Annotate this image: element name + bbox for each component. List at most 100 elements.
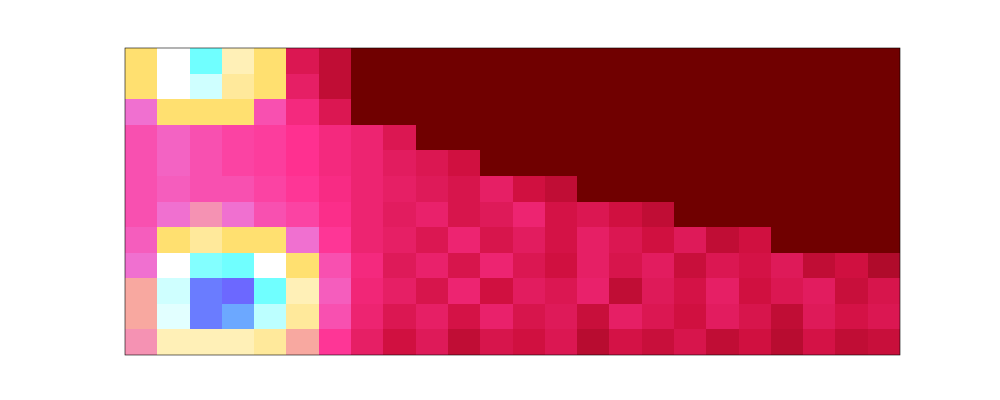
heat-cell: [835, 202, 868, 228]
heat-cell: [803, 253, 836, 279]
heat-cell: [513, 227, 546, 253]
chart: [0, 0, 1000, 400]
heat-cell: [577, 74, 610, 100]
heat-cell: [706, 253, 739, 279]
heat-cell: [157, 176, 190, 202]
heat-cell: [125, 278, 158, 304]
heat-cell: [125, 125, 158, 151]
heat-cell: [125, 227, 158, 253]
heat-cell: [125, 253, 158, 279]
cells: [125, 48, 900, 355]
heat-cell: [286, 99, 319, 125]
heat-cell: [674, 48, 707, 74]
heat-cell: [674, 150, 707, 176]
heat-cell: [383, 227, 416, 253]
heat-cell: [609, 125, 642, 151]
heat-cell: [448, 150, 481, 176]
heat-cell: [254, 150, 287, 176]
heat-cell: [254, 99, 287, 125]
heat-cell: [222, 176, 255, 202]
heat-cell: [448, 278, 481, 304]
heat-cell: [286, 253, 319, 279]
heat-cell: [868, 329, 900, 355]
heat-cell: [706, 304, 739, 330]
heat-cell: [286, 125, 319, 151]
heat-cell: [157, 329, 190, 355]
heat-cell: [480, 227, 513, 253]
heat-cell: [868, 48, 900, 74]
heat-cell: [835, 48, 868, 74]
heat-cell: [416, 202, 449, 228]
heat-cell: [803, 99, 836, 125]
heat-cell: [157, 253, 190, 279]
heat-cell: [642, 253, 675, 279]
heat-cell: [416, 304, 449, 330]
heat-cell: [674, 278, 707, 304]
heat-cell: [319, 329, 352, 355]
heat-cell: [254, 202, 287, 228]
heat-cell: [351, 48, 384, 74]
heat-cell: [803, 176, 836, 202]
heat-cell: [222, 48, 255, 74]
heat-cell: [706, 278, 739, 304]
heat-cell: [835, 278, 868, 304]
heat-cell: [545, 253, 578, 279]
heat-cell: [351, 227, 384, 253]
heat-cell: [416, 99, 449, 125]
heat-cell: [835, 176, 868, 202]
heat-cell: [222, 125, 255, 151]
heat-cell: [351, 74, 384, 100]
heat-cell: [609, 150, 642, 176]
heat-cell: [545, 227, 578, 253]
heat-cell: [157, 48, 190, 74]
heat-cell: [254, 329, 287, 355]
heat-cell: [286, 202, 319, 228]
heat-cell: [351, 125, 384, 151]
heat-cell: [513, 48, 546, 74]
heat-cell: [739, 278, 772, 304]
heat-cell: [642, 304, 675, 330]
heat-cell: [351, 253, 384, 279]
heat-cell: [480, 125, 513, 151]
heat-cell: [448, 253, 481, 279]
heat-cell: [739, 202, 772, 228]
heat-cell: [771, 150, 804, 176]
heat-cell: [771, 253, 804, 279]
heat-cell: [739, 99, 772, 125]
heat-cell: [803, 48, 836, 74]
heat-cell: [803, 278, 836, 304]
heat-cell: [286, 176, 319, 202]
heat-cell: [577, 253, 610, 279]
heat-cell: [771, 99, 804, 125]
heat-cell: [319, 125, 352, 151]
heat-cell: [706, 48, 739, 74]
heat-cell: [383, 74, 416, 100]
heat-cell: [125, 329, 158, 355]
heat-cell: [835, 150, 868, 176]
heat-cell: [222, 304, 255, 330]
heat-cell: [609, 253, 642, 279]
heat-cell: [835, 125, 868, 151]
heat-cell: [480, 304, 513, 330]
heat-cell: [125, 202, 158, 228]
heat-cell: [674, 304, 707, 330]
heat-cell: [190, 74, 223, 100]
heat-cell: [480, 176, 513, 202]
heat-cell: [383, 150, 416, 176]
heat-cell: [674, 99, 707, 125]
heat-cell: [448, 48, 481, 74]
heat-cell: [383, 278, 416, 304]
heat-cell: [803, 227, 836, 253]
heat-cell: [835, 99, 868, 125]
heat-cell: [609, 99, 642, 125]
heat-cell: [448, 329, 481, 355]
heat-cell: [125, 150, 158, 176]
heat-cell: [739, 150, 772, 176]
heat-cell: [416, 150, 449, 176]
heat-cell: [157, 202, 190, 228]
heat-cell: [868, 202, 900, 228]
heat-cell: [157, 99, 190, 125]
heat-cell: [448, 304, 481, 330]
heat-cell: [803, 202, 836, 228]
heat-cell: [125, 176, 158, 202]
